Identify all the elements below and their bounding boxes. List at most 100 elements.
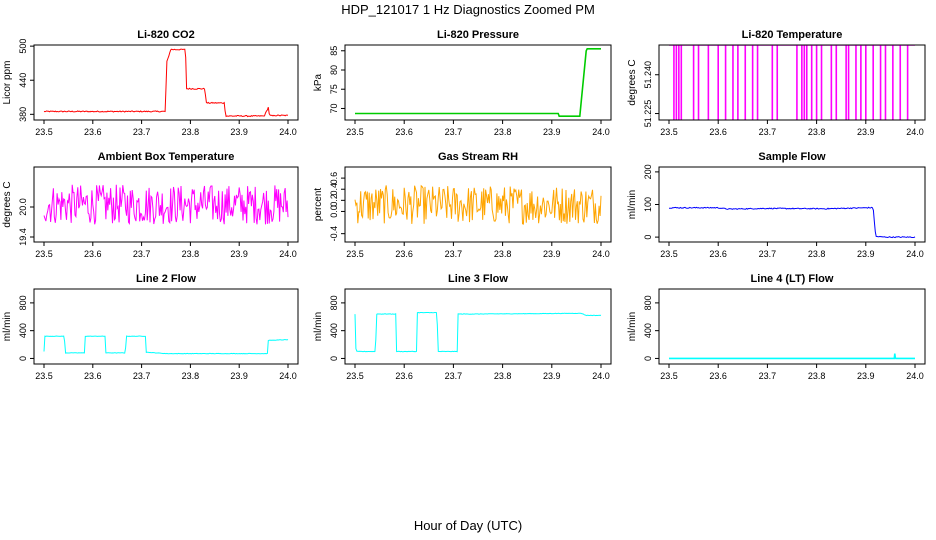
chart-title: Gas Stream RH (438, 151, 518, 163)
chart-title: Ambient Box Temperature (98, 151, 235, 163)
x-tick-label: 23.5 (660, 249, 678, 259)
x-tick-label: 23.6 (395, 371, 413, 381)
x-tick-label: 24.0 (279, 249, 297, 259)
chart-panel: Li-820 Pressure kPa 23.5 23.6 23.7 23.8 23.9 24… (313, 29, 612, 137)
x-tick-label: 23.6 (84, 371, 102, 381)
plot-area (669, 353, 915, 360)
x-tick-label: 24.0 (279, 127, 297, 137)
x-tick-label: 23.5 (660, 127, 678, 137)
chart-panel: Li-820 Temperature degrees C 23.5 23.6 23.7 2… (627, 29, 926, 137)
x-tick-label: 23.5 (35, 371, 53, 381)
plot-frame (344, 44, 612, 121)
y-axis-label: kPa (313, 73, 324, 91)
y-tick-label: 400 (18, 323, 28, 338)
x-tick-label: 23.5 (346, 371, 364, 381)
x-tick-label: 23.9 (857, 127, 875, 137)
x-tick-label: 23.9 (857, 371, 875, 381)
x-tick-label: 23.6 (709, 249, 727, 259)
x-tick-label: 23.7 (133, 127, 151, 137)
x-tick-label: 23.5 (346, 249, 364, 259)
data-series-line (43, 335, 289, 355)
x-tick-label: 23.8 (494, 371, 512, 381)
x-tick-label: 23.8 (494, 127, 512, 137)
x-tick-label: 23.6 (84, 249, 102, 259)
y-tick-label: 0 (329, 356, 339, 361)
chart-title: Line 3 Flow (448, 273, 508, 285)
chart-panel: Gas Stream RH percent 23.5 23.6 23.7 23.8 23.9… (313, 151, 612, 259)
y-axis-label: percent (313, 188, 324, 222)
plot-area (43, 48, 289, 118)
x-tick-label: 23.6 (84, 127, 102, 137)
chart-title: Li-820 Temperature (742, 29, 843, 41)
y-axis-label: ml/min (627, 312, 638, 341)
x-tick-label: 23.9 (230, 127, 248, 137)
x-tick-label: 23.9 (230, 249, 248, 259)
y-tick-label: 0 (643, 356, 653, 361)
x-tick-label: 23.8 (808, 249, 826, 259)
x-tick-label: 23.8 (182, 127, 200, 137)
plot-frame (658, 44, 926, 121)
chart-title: Sample Flow (758, 151, 826, 163)
plot-frame (658, 166, 926, 243)
x-tick-label: 23.5 (35, 127, 53, 137)
y-tick-label: 200 (643, 164, 653, 179)
chart-panel: Ambient Box Temperature degrees C 23.5 23.6… (2, 151, 299, 259)
plot-frame (33, 166, 299, 243)
x-tick-label: 23.9 (857, 249, 875, 259)
x-tick-label: 24.0 (906, 127, 924, 137)
data-series-line (669, 206, 916, 239)
y-tick-label: 400 (643, 323, 653, 338)
chart-title: Li-820 Pressure (437, 29, 519, 41)
y-tick-label: 800 (329, 295, 339, 310)
y-tick-label: 70 (329, 103, 339, 113)
x-tick-label: 24.0 (592, 249, 610, 259)
x-tick-label: 24.0 (592, 371, 610, 381)
y-tick-label: 0.4 (329, 183, 339, 196)
y-tick-label: 440 (18, 73, 28, 88)
y-tick-label: 500 (18, 39, 28, 54)
page-title: HDP_121017 1 Hz Diagnostics Zoomed PM (341, 2, 595, 17)
y-tick-label: 51.240 (643, 61, 653, 89)
chart-panel: Line 2 Flow ml/min 23.5 23.6 23.7 23.8 23.9 24.… (2, 273, 299, 381)
plot-area (669, 206, 916, 239)
plot-area (354, 311, 602, 353)
y-tick-label: 100 (643, 197, 653, 212)
y-axis-label: ml/min (313, 312, 324, 341)
y-tick-label: 380 (18, 107, 28, 122)
y-axis-label: ml/min (627, 190, 638, 219)
x-tick-label: 23.7 (445, 371, 463, 381)
x-tick-label: 23.5 (346, 127, 364, 137)
y-tick-label: 400 (329, 323, 339, 338)
y-tick-label: 0.0 (329, 205, 339, 218)
x-tick-label: 23.5 (660, 371, 678, 381)
x-tick-label: 23.5 (35, 249, 53, 259)
x-tick-label: 23.8 (182, 371, 200, 381)
x-tick-label: 23.7 (445, 127, 463, 137)
plot-frame (33, 288, 299, 365)
shared-x-axis-label: Hour of Day (UTC) (413, 518, 523, 533)
x-tick-label: 24.0 (906, 371, 924, 381)
plot-frame (33, 44, 299, 121)
data-series-line (354, 184, 602, 225)
chart-title: Li-820 CO2 (137, 29, 194, 41)
y-axis-label: Licor ppm (2, 61, 13, 105)
y-tick-label: 0 (643, 235, 653, 240)
y-tick-label: 0 (18, 356, 28, 361)
x-tick-label: 23.8 (808, 371, 826, 381)
chart-title: Line 4 (LT) Flow (751, 273, 834, 285)
x-tick-label: 23.9 (543, 249, 561, 259)
y-tick-label: -0.4 (329, 226, 339, 242)
x-tick-label: 23.9 (230, 371, 248, 381)
y-tick-label: 800 (643, 295, 653, 310)
x-tick-label: 23.7 (133, 249, 151, 259)
chart-panel: Line 4 (LT) Flow ml/min 23.5 23.6 23.7 23.8 23… (627, 273, 926, 381)
data-series-line (43, 48, 289, 118)
x-tick-label: 23.6 (709, 127, 727, 137)
y-axis-label: degrees C (627, 59, 638, 105)
x-tick-label: 24.0 (906, 249, 924, 259)
plot-area (354, 184, 602, 225)
y-tick-label: 85 (329, 46, 339, 56)
x-tick-label: 23.7 (133, 371, 151, 381)
data-series-line (354, 311, 602, 353)
